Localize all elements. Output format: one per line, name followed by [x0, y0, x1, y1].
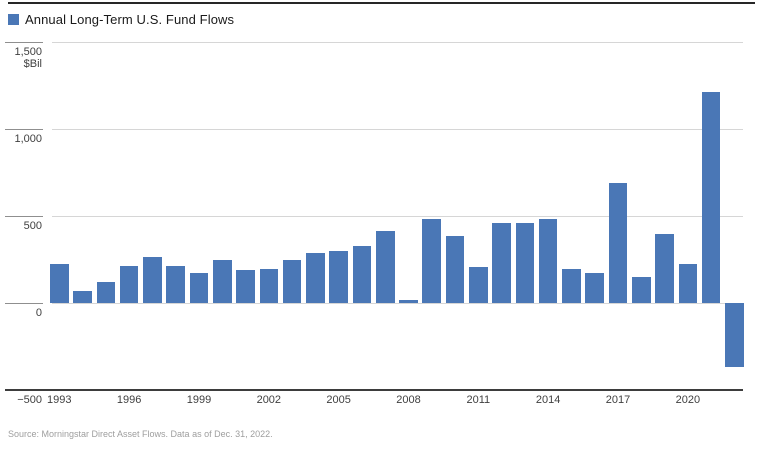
bar-2003	[282, 259, 302, 303]
bar-2013	[515, 223, 535, 303]
x-axis-label-1999: 1999	[186, 394, 212, 406]
x-axis-label-2014: 2014	[535, 394, 561, 406]
gridline-1500	[52, 42, 743, 44]
bar-2009	[422, 218, 442, 303]
bar-2010	[445, 236, 465, 303]
y-axis-tick-1500	[5, 42, 43, 44]
x-axis-label-2008: 2008	[396, 394, 421, 406]
y-axis-tick-1000	[5, 129, 43, 131]
x-axis-line	[5, 388, 743, 391]
bar-2002	[259, 269, 279, 303]
bar-2012	[492, 223, 511, 303]
y-axis-label-500: 500	[23, 220, 42, 233]
x-axis-label-2020: 2020	[675, 394, 701, 406]
bar-1995	[96, 282, 116, 303]
bar-2008	[399, 300, 418, 303]
bar-2005	[329, 250, 348, 303]
bar-2011	[469, 266, 488, 303]
bar-2017	[608, 183, 628, 303]
bar-2006	[352, 245, 372, 303]
x-axis-label-2011: 2011	[466, 394, 491, 406]
x-axis-label-1993: 1993	[47, 394, 72, 406]
bar-2021	[701, 91, 721, 303]
bar-1996	[119, 265, 139, 303]
bar-2016	[585, 273, 605, 303]
bar-2022	[725, 303, 744, 368]
bar-1999	[189, 272, 209, 303]
y-axis-label-1000: 1,000	[14, 133, 42, 146]
bar-2004	[306, 252, 325, 303]
bar-2007	[375, 230, 395, 303]
bar-1998	[166, 265, 185, 303]
x-axis-label-2017: 2017	[605, 394, 631, 406]
legend-swatch-icon	[8, 14, 19, 25]
chart-legend: Annual Long-Term U.S. Fund Flows	[8, 12, 234, 27]
bar-2015	[562, 269, 581, 303]
y-axis-tick-500	[5, 216, 43, 218]
y-axis-label-1500: 1,500 $Bil	[14, 46, 42, 71]
gridline-1000	[52, 129, 743, 131]
bar-2019	[655, 234, 674, 303]
source-note: Source: Morningstar Direct Asset Flows. …	[8, 429, 273, 439]
bar-2000	[212, 259, 232, 303]
y-axis-tick-0	[5, 303, 43, 304]
x-axis-label-1996: 1996	[116, 394, 142, 406]
y-axis-label--500: −500	[17, 393, 42, 406]
y-axis-label-0: 0	[35, 307, 42, 319]
bar-2014	[538, 218, 558, 303]
bar-2001	[236, 269, 255, 303]
bar-1993	[50, 263, 69, 303]
bar-1997	[143, 256, 162, 303]
x-axis-label-2002: 2002	[256, 394, 282, 406]
chart-title: Annual Long-Term U.S. Fund Flows	[25, 12, 235, 27]
gridline-500	[52, 216, 743, 218]
x-axis-label-2005: 2005	[326, 394, 351, 406]
bar-1994	[73, 290, 92, 303]
header-top-rule	[8, 2, 755, 4]
bar-2020	[678, 263, 698, 303]
bar-2018	[632, 276, 651, 303]
gridline-0	[52, 303, 743, 304]
